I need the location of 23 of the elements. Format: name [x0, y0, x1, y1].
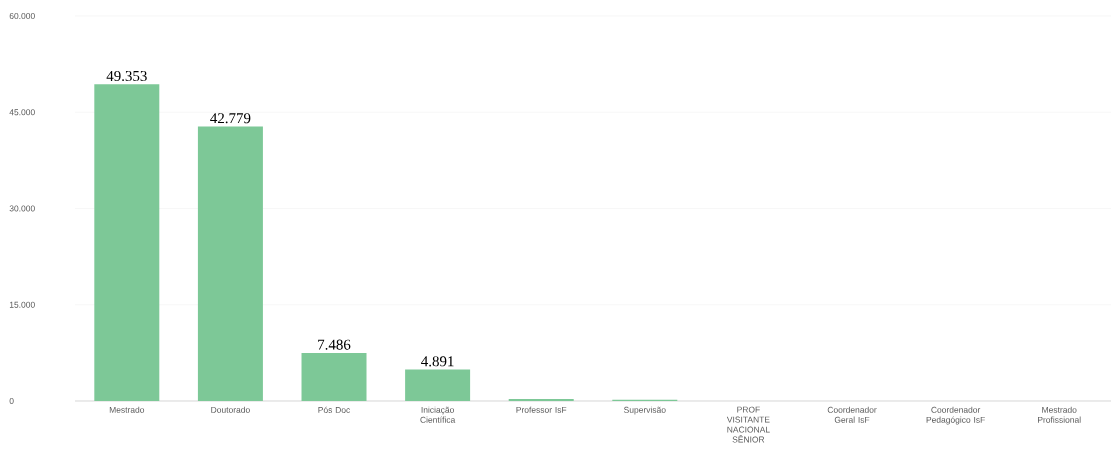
x-tick-label: Iniciação Científica [420, 406, 456, 423]
data-label: 42.779 [210, 113, 251, 124]
x-tick-label: Doutorado [211, 406, 250, 413]
bar [405, 369, 471, 401]
y-tick-label: 45.000 [9, 109, 35, 116]
y-tick-label: 30.000 [9, 205, 35, 212]
x-tick-label: Supervisão [624, 406, 666, 415]
data-label: 4.891 [421, 356, 454, 367]
x-tick-label: Coordenador Pedagógico IsF [926, 406, 985, 425]
y-tick-label: 15.000 [9, 301, 35, 308]
y-tick-label: 0 [9, 397, 14, 404]
x-tick-label: Mestrado Profissional [1038, 406, 1081, 423]
bar [197, 126, 263, 401]
x-tick-label: Coordenador Geral IsF [827, 406, 877, 423]
bar [301, 352, 367, 401]
bar [94, 84, 160, 401]
data-label: 49.353 [106, 71, 147, 82]
x-tick-label: Pós Doc [318, 406, 351, 413]
y-tick-label: 60.000 [9, 13, 35, 19]
x-tick-label: Professor IsF [516, 406, 567, 413]
x-tick-label: Mestrado [109, 406, 145, 413]
data-label: 7.486 [318, 339, 351, 350]
x-tick-label: PROF VISITANTE NACIONAL SÊNIOR [726, 406, 770, 443]
